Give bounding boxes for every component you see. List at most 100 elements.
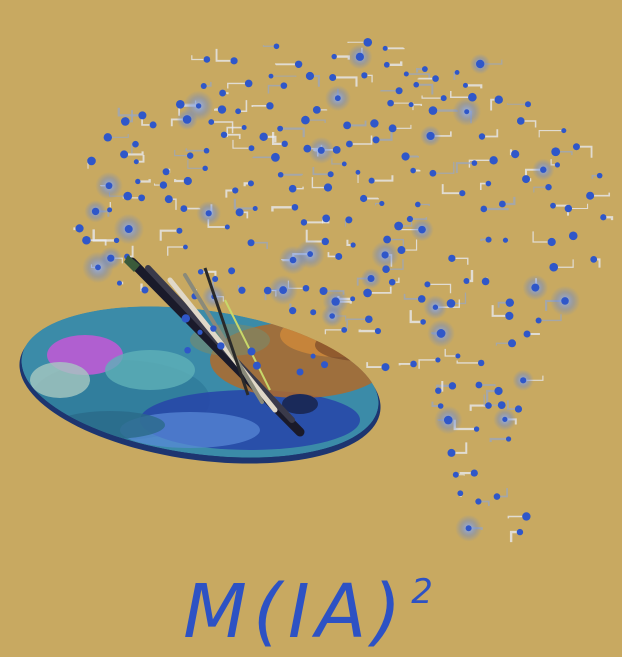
- circuit-trace: [233, 140, 252, 148]
- circuit-node: [281, 82, 288, 89]
- circuit-node: [322, 214, 330, 222]
- circuit-node: [476, 382, 483, 389]
- circuit-node: [447, 449, 455, 457]
- circuit-node: [345, 216, 352, 223]
- circuit-node: [95, 264, 101, 270]
- circuit-node: [303, 285, 310, 292]
- circuit-node: [184, 177, 192, 185]
- circuit-node: [301, 219, 307, 225]
- circuit-node: [394, 222, 403, 231]
- circuit-node: [204, 148, 210, 154]
- circuit-node: [447, 299, 456, 308]
- circuit-node: [75, 224, 83, 232]
- circuit-trace: [491, 439, 509, 442]
- circuit-node: [396, 87, 403, 94]
- circuit-node: [274, 43, 280, 49]
- circuit-node: [242, 125, 247, 130]
- circuit-node: [551, 147, 560, 156]
- circuit-node: [206, 210, 212, 216]
- circuit-node: [410, 361, 417, 368]
- circuit-node: [479, 133, 485, 139]
- circuit-node: [495, 95, 503, 103]
- circuit-trace: [422, 95, 444, 98]
- circuit-node: [219, 90, 226, 97]
- circuit-node: [322, 238, 329, 245]
- circuit-node: [249, 145, 255, 151]
- circuit-node: [107, 207, 112, 212]
- circuit-node: [313, 106, 321, 114]
- circuit-node: [457, 490, 463, 496]
- circuit-node: [413, 82, 419, 88]
- circuit-node: [329, 74, 336, 81]
- circuit-node: [435, 387, 441, 393]
- circuit-node: [363, 38, 372, 47]
- circuit-node: [106, 182, 113, 189]
- circuit-node: [123, 192, 132, 201]
- circuit-node: [463, 83, 468, 88]
- circuit-node: [422, 66, 428, 72]
- circuit-node: [590, 256, 597, 263]
- circuit-node: [561, 297, 569, 305]
- circuit-node: [463, 278, 469, 284]
- circuit-node: [453, 472, 459, 478]
- circuit-node: [531, 284, 539, 292]
- circuit-trace: [507, 103, 528, 104]
- circuit-node: [600, 214, 606, 220]
- circuit-node: [444, 416, 453, 425]
- circuit-node: [138, 194, 145, 201]
- circuit-node: [318, 147, 325, 154]
- circuit-node: [183, 245, 188, 250]
- circuit-node: [292, 204, 299, 211]
- circuit-node: [196, 103, 201, 108]
- circuit-node: [271, 153, 280, 162]
- circuit-node: [221, 132, 227, 138]
- circuit-node: [397, 246, 405, 254]
- circuit-node: [597, 173, 603, 179]
- circuit-node: [351, 242, 356, 247]
- circuit-node: [502, 417, 507, 422]
- circuit-node: [218, 105, 226, 113]
- circuit-node: [182, 314, 190, 322]
- circuit-node: [321, 361, 328, 368]
- circuit-node: [545, 184, 551, 190]
- circuit-node: [382, 251, 389, 258]
- circuit-node: [515, 405, 522, 412]
- circuit-node: [480, 206, 487, 213]
- circuit-node: [548, 238, 556, 246]
- circuit-node: [163, 168, 170, 175]
- circuit-node: [289, 307, 296, 314]
- circuit-node: [426, 132, 434, 140]
- circuit-node: [320, 287, 328, 295]
- circuit-node: [324, 183, 332, 191]
- circuit-node: [407, 216, 413, 222]
- circuit-node: [278, 172, 284, 178]
- circuit-node: [383, 236, 391, 244]
- circuit-node: [138, 111, 146, 119]
- circuit-node: [333, 146, 341, 154]
- circuit-node: [549, 263, 558, 272]
- circuit-node: [370, 119, 378, 127]
- circuit-node: [132, 141, 139, 148]
- circuit-node: [435, 357, 440, 362]
- circuit-node: [409, 102, 414, 107]
- circuit-node: [381, 363, 389, 371]
- circuit-node: [307, 251, 313, 257]
- circuit-node: [476, 60, 484, 68]
- circuit-node: [329, 313, 335, 319]
- circuit-node: [511, 150, 519, 158]
- circuit-node: [503, 238, 508, 243]
- circuit-node: [343, 121, 351, 129]
- circuit-node: [437, 329, 446, 338]
- circuit-node: [310, 309, 316, 315]
- circuit-node: [297, 368, 304, 375]
- circuit-node: [356, 170, 361, 175]
- logo-title-main: M(IA): [183, 569, 407, 655]
- circuit-node: [383, 46, 388, 51]
- circuit-node: [346, 141, 353, 148]
- circuit-node: [331, 54, 336, 59]
- circuit-node: [269, 74, 274, 79]
- circuit-node: [82, 236, 91, 245]
- circuit-node: [441, 95, 447, 101]
- circuit-node: [183, 115, 192, 124]
- circuit-trace: [271, 76, 296, 77]
